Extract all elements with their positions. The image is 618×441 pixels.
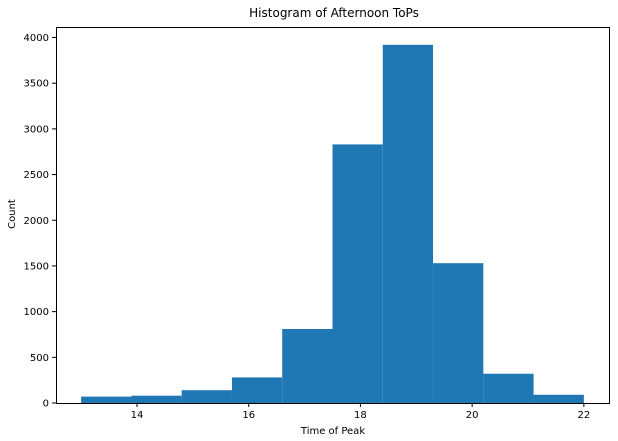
x-tick-label: 14 <box>131 410 144 421</box>
y-tick-label: 2000 <box>24 216 49 227</box>
x-tick-label: 16 <box>242 410 255 421</box>
x-axis-ticks: 14 16 18 20 22 <box>131 403 590 421</box>
y-tick-label: 500 <box>30 353 49 364</box>
y-tick-label: 3000 <box>24 124 49 135</box>
y-tick-label: 2500 <box>24 170 49 181</box>
histogram-bar <box>282 328 333 403</box>
histogram-bar <box>231 377 283 403</box>
histogram-bar <box>433 263 484 403</box>
y-tick-label: 4000 <box>24 33 49 44</box>
y-tick-label: 0 <box>43 399 49 410</box>
bars-group <box>81 44 584 403</box>
y-tick-label: 1000 <box>24 307 49 318</box>
x-tick-label: 22 <box>577 410 590 421</box>
y-tick-label: 1500 <box>24 261 49 272</box>
histogram-bar <box>332 144 383 403</box>
x-tick-label: 20 <box>466 410 479 421</box>
y-tick-label: 3500 <box>24 79 49 90</box>
histogram-bar <box>181 390 232 403</box>
x-axis-label: Time of Peak <box>300 426 365 437</box>
histogram-bar <box>382 44 434 403</box>
plot-frame <box>56 27 610 404</box>
histogram-bar <box>131 395 182 403</box>
histogram-bar <box>81 396 132 403</box>
histogram-bar <box>533 394 584 403</box>
histogram-bar <box>483 373 534 403</box>
chart-title: Histogram of Afternoon ToPs <box>249 6 419 20</box>
x-tick-label: 18 <box>354 410 367 421</box>
y-axis-label: Count <box>7 199 18 229</box>
y-axis-ticks: 0 500 1000 1500 2000 2500 3000 3500 4000 <box>24 33 56 410</box>
